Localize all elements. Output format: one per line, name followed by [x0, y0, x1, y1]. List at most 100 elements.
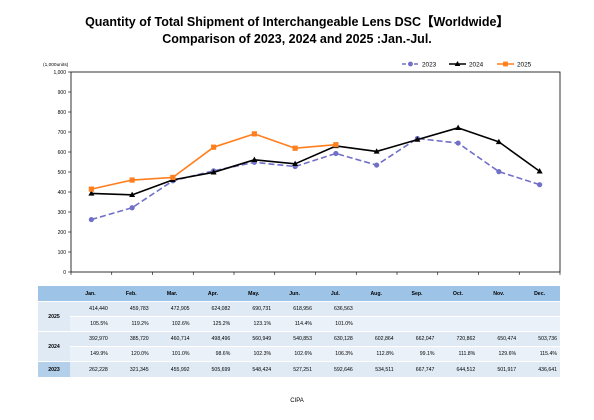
value-cell: 503,736: [519, 331, 560, 347]
table-header-row: Jan. Feb. Mar. Apr. May. Jun. Jul. Aug. Sep. Oct.…: [38, 286, 560, 302]
y-tick-label: 700: [58, 130, 67, 136]
value-cell: 630,128: [314, 331, 356, 347]
table-header-cell: Aug.: [355, 286, 397, 302]
value-cell: 392,970: [70, 331, 111, 347]
value-cell: 560,949: [233, 331, 275, 347]
source-label: CIPA: [290, 398, 304, 404]
y-tick-label: 300: [58, 210, 67, 216]
legend-marker-2024: [454, 61, 461, 66]
table-header-cell: Jan.: [70, 286, 111, 302]
value-cell: 592,646: [314, 361, 356, 378]
value-cell: 618,956: [274, 301, 315, 317]
percent-cell: 120.0%: [110, 346, 152, 362]
percent-cell: 123.1%: [233, 316, 275, 332]
value-cell: 455,992: [151, 361, 193, 378]
point-2025: [292, 145, 298, 151]
y-tick-label: 200: [58, 230, 67, 236]
percent-cell: [396, 316, 438, 332]
percent-cell: 125.2%: [192, 316, 234, 332]
point-2024: [292, 160, 299, 167]
percent-cell: 102.3%: [233, 346, 275, 362]
point-2023: [374, 162, 380, 168]
point-2023: [129, 205, 135, 211]
value-cell: 472,905: [151, 301, 193, 317]
point-2023: [333, 150, 339, 157]
point-2023: [496, 169, 502, 175]
point-2025: [333, 142, 339, 148]
y-tick-label: 900: [58, 90, 67, 96]
series-line-2024: [91, 127, 541, 196]
y-tick-label: 400: [58, 190, 67, 196]
point-2023: [455, 140, 461, 146]
unit-label: (1,000units): [43, 62, 69, 68]
point-2025: [211, 144, 217, 150]
percent-cell: 115.4%: [519, 346, 560, 362]
percent-cell: 119.2%: [110, 316, 152, 332]
percent-cell: 101.0%: [314, 316, 356, 332]
point-2024: [536, 168, 543, 174]
value-cell: 644,512: [437, 361, 479, 378]
value-cell: [355, 301, 397, 317]
percent-cell: [437, 316, 479, 332]
table-header-cell: Feb.: [110, 286, 152, 302]
y-tick-label: 100: [58, 250, 67, 256]
value-cell: 459,783: [110, 301, 152, 317]
percent-cell: [519, 316, 560, 332]
point-2024: [495, 138, 502, 145]
point-2024: [210, 169, 217, 175]
table-header-cell: Apr.: [192, 286, 234, 302]
point-2024: [129, 191, 136, 198]
value-cell: [478, 301, 520, 317]
point-2024: [455, 124, 462, 131]
row-label: 2025: [38, 301, 70, 332]
value-cell: 262,228: [70, 361, 111, 378]
row-label: 2024: [38, 331, 70, 362]
percent-cell: 111.8%: [437, 346, 479, 362]
percent-cell: 99.1%: [396, 346, 438, 362]
table-header-cell: Jul.: [314, 286, 356, 302]
value-cell: 602,864: [355, 331, 397, 347]
value-cell: [519, 301, 560, 317]
value-cell: 720,862: [437, 331, 479, 347]
table-header-cell: Mar.: [151, 286, 193, 302]
percent-cell: 101.0%: [151, 346, 193, 362]
value-cell: 540,853: [274, 331, 315, 347]
value-cell: 667,747: [396, 361, 438, 378]
value-cell: 498,496: [192, 331, 234, 347]
value-cell: 321,345: [110, 361, 152, 378]
chart-title-line2: Comparison of 2023, 2024 and 2025 :Jan.-…: [162, 32, 432, 46]
point-2024: [251, 156, 258, 163]
value-cell: 527,251: [274, 361, 315, 378]
table-header-cell: Nov.: [478, 286, 520, 302]
percent-cell: 105.5%: [70, 316, 111, 332]
line-chart: (1,000units) 0 100 200 300 400 500 600 700 800 900…: [43, 61, 561, 276]
legend-marker-2023: [408, 61, 413, 67]
legend-label-2023: 2023: [422, 61, 437, 68]
percent-cell: [355, 316, 397, 332]
plot-area: [70, 71, 561, 273]
table-header-cell: May.: [233, 286, 275, 302]
y-tick-label: 500: [58, 170, 67, 176]
percent-cell: 149.9%: [70, 346, 111, 362]
y-tick-label: 0: [63, 270, 66, 276]
percent-cell: 102.6%: [274, 346, 315, 362]
value-cell: 436,641: [519, 361, 560, 378]
point-2023: [88, 216, 94, 223]
value-cell: 662,047: [396, 331, 438, 347]
table-header-cell: Oct.: [437, 286, 479, 302]
point-2025: [88, 186, 94, 192]
table-header-cell: Dec.: [519, 286, 560, 302]
data-table: Jan. Feb. Mar. Apr. May. Jun. Jul. Aug. Sep. Oct.…: [38, 286, 560, 378]
y-tick-label: 1,000: [53, 70, 66, 76]
percent-cell: 98.6%: [192, 346, 234, 362]
point-2024: [88, 190, 95, 196]
point-2024: [373, 148, 380, 154]
point-2025: [170, 174, 176, 181]
table-row: 2023 262,228 321,345 455,992 505,699 548,424 5…: [38, 361, 560, 378]
percent-cell: 112.8%: [355, 346, 397, 362]
legend-label-2024: 2024: [469, 61, 484, 68]
legend-label-2025: 2025: [517, 61, 532, 68]
table-row: 149.9% 120.0% 101.0% 98.6% 102.3% 102.6% 106.3…: [38, 346, 560, 362]
percent-cell: 102.6%: [151, 316, 193, 332]
legend-marker-2025: [503, 61, 508, 67]
